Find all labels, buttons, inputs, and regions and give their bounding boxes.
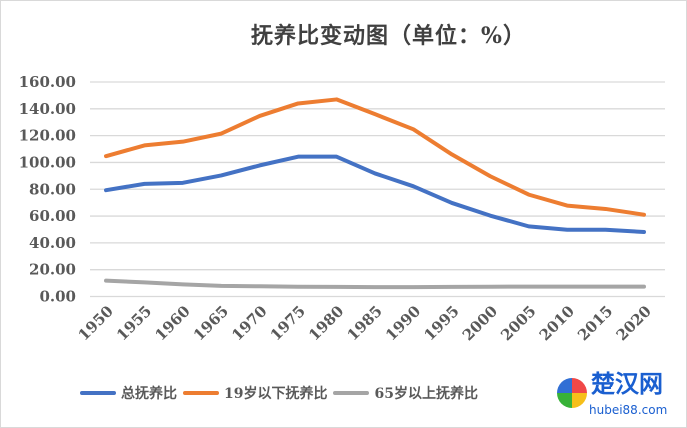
legend: 总抚养比 19岁以下抚养比 65岁以上抚养比 bbox=[80, 383, 484, 403]
watermark-name: 楚汉网 bbox=[591, 370, 663, 398]
series-line-1 bbox=[104, 97, 646, 217]
legend-swatch bbox=[333, 391, 370, 395]
y-tick-label: 80.00 bbox=[29, 180, 76, 198]
y-tick-label: 60.00 bbox=[29, 207, 76, 225]
legend-swatch bbox=[80, 391, 116, 395]
y-tick-label: 100.00 bbox=[19, 153, 76, 171]
x-tick-label: 1995 bbox=[420, 302, 462, 344]
legend-item-old: 65岁以上抚养比 bbox=[333, 383, 478, 403]
x-tick-label: 2015 bbox=[574, 302, 616, 344]
legend-item-total: 总抚养比 bbox=[80, 383, 177, 403]
watermark-url: hubei88.com bbox=[589, 403, 668, 417]
x-tick-label: 2010 bbox=[536, 302, 578, 344]
x-tick-label: 2020 bbox=[613, 302, 655, 344]
series-line-0 bbox=[104, 154, 646, 235]
legend-swatch bbox=[183, 391, 219, 395]
chart-title: 抚养比变动图（单位：%） bbox=[251, 23, 526, 49]
x-tick-label: 1985 bbox=[344, 302, 386, 344]
legend-label: 19岁以下抚养比 bbox=[224, 386, 328, 402]
x-tick-label: 2000 bbox=[459, 302, 501, 344]
x-tick-label: 2005 bbox=[497, 302, 539, 344]
x-tick-label: 1965 bbox=[190, 302, 232, 344]
x-tick-label: 1990 bbox=[382, 302, 424, 344]
legend-label: 总抚养比 bbox=[121, 386, 177, 402]
x-tick-label: 1970 bbox=[228, 302, 270, 344]
y-tick-label: 140.00 bbox=[19, 100, 76, 118]
x-tick-label: 1960 bbox=[151, 302, 193, 344]
x-tick-label: 1955 bbox=[113, 302, 155, 344]
y-tick-label: 20.00 bbox=[29, 261, 76, 279]
watermark-logo: 楚汉网 hubei88.com bbox=[555, 370, 683, 424]
y-tick-label: 160.00 bbox=[19, 73, 76, 91]
x-tick-label: 1975 bbox=[267, 302, 309, 344]
legend-item-young: 19岁以下抚养比 bbox=[183, 383, 327, 403]
y-tick-label: 40.00 bbox=[29, 234, 76, 252]
x-tick-label: 1980 bbox=[305, 302, 347, 344]
globe-icon bbox=[557, 378, 587, 408]
x-tick-label: 1950 bbox=[75, 302, 117, 344]
legend-label: 65岁以上抚养比 bbox=[374, 386, 478, 402]
series-line-2 bbox=[104, 278, 646, 290]
y-tick-label: 0.00 bbox=[39, 288, 76, 306]
y-tick-label: 120.00 bbox=[19, 127, 76, 145]
